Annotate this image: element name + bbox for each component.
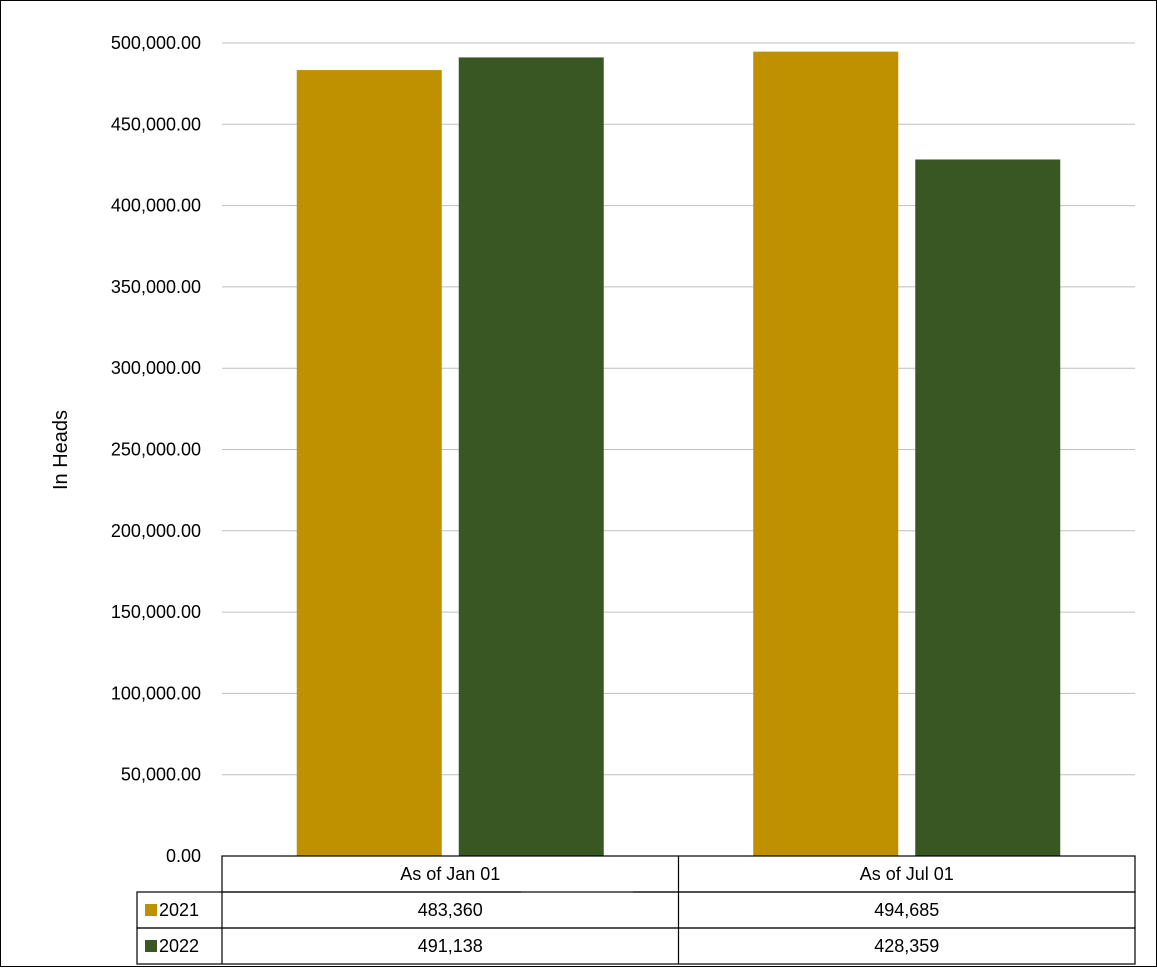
data-label: 494,685 bbox=[874, 900, 939, 920]
x-category-label: As of Jan 01 bbox=[400, 864, 500, 884]
table-row-2021 bbox=[136, 891, 1136, 929]
bar-2021-2 bbox=[753, 51, 899, 856]
data-table: As of Jan 01 As of Jul 01 2021 483,360 494,6… bbox=[136, 855, 1136, 965]
y-tick-label: 300,000.00 bbox=[111, 358, 201, 378]
data-label: 428,359 bbox=[874, 936, 939, 956]
y-tick-label: 50,000.00 bbox=[121, 765, 201, 785]
y-tick-label: 250,000.00 bbox=[111, 440, 201, 460]
legend-label: 2021 bbox=[159, 900, 199, 920]
bar-2022-2 bbox=[915, 159, 1061, 856]
legend-swatch-2021 bbox=[145, 904, 157, 916]
y-tick-label: 400,000.00 bbox=[111, 196, 201, 216]
y-tick-label: 200,000.00 bbox=[111, 521, 201, 541]
y-tick-label: 0.00 bbox=[166, 846, 201, 866]
bar-2022-1 bbox=[458, 57, 604, 857]
data-label: 491,138 bbox=[418, 936, 483, 956]
y-tick-label: 150,000.00 bbox=[111, 602, 201, 622]
y-axis-ticks: 0.00 50,000.00 100,000.00 150,000.00 200,000… bbox=[111, 33, 201, 866]
data-label: 483,360 bbox=[418, 900, 483, 920]
y-axis-label: In Heads bbox=[50, 410, 72, 490]
x-category-label: As of Jul 01 bbox=[860, 864, 954, 884]
y-tick-label: 450,000.00 bbox=[111, 114, 201, 134]
y-tick-label: 100,000.00 bbox=[111, 683, 201, 703]
legend-swatch-2022 bbox=[145, 940, 157, 952]
bar-2021-1 bbox=[296, 70, 442, 856]
legend-label: 2022 bbox=[159, 936, 199, 956]
y-tick-label: 350,000.00 bbox=[111, 277, 201, 297]
bars bbox=[296, 51, 1061, 857]
table-row-2022 bbox=[136, 927, 1136, 965]
y-tick-label: 500,000.00 bbox=[111, 33, 201, 53]
